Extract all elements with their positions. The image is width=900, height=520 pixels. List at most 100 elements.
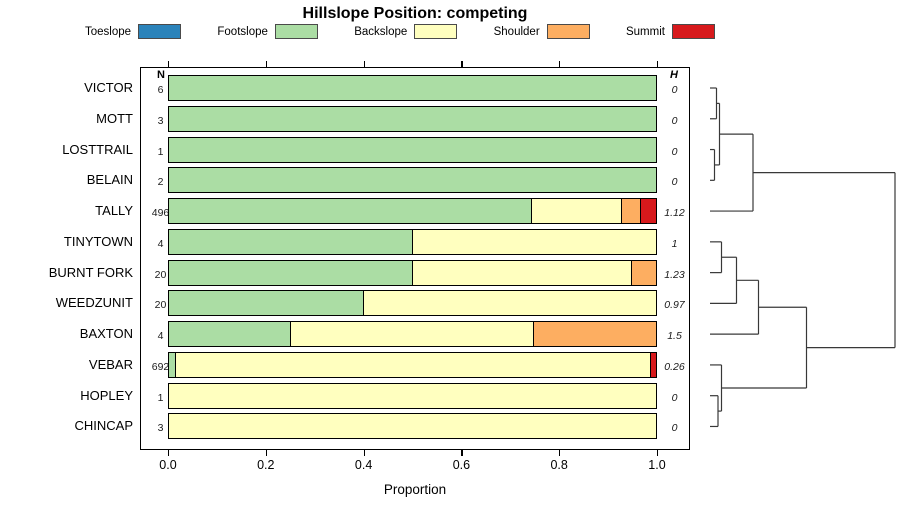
stacked-bar [168,382,657,409]
n-value: 692 [151,360,170,373]
stacked-bar [168,413,657,440]
x-tick-top [168,61,170,67]
row-label: TINYTOWN [63,233,133,249]
row-label: BAXTON [79,326,133,342]
bar-segment-shoulder [631,260,656,285]
x-tick-top [657,61,659,67]
bar-segment-footslope [169,260,413,285]
stacked-bar [168,105,657,132]
bar-segment-backslope [169,383,656,408]
x-tick-bottom [168,450,170,456]
n-value: 20 [154,299,167,312]
x-tick-top [265,61,268,67]
bar-segment-footslope [169,199,532,224]
stacked-bar [168,351,657,378]
bar-segment-summit [641,199,656,224]
x-tick-label: 0.2 [257,458,275,472]
bar-segment-backslope [412,229,656,254]
bar-segment-footslope [169,322,291,347]
x-tick-top [461,61,463,67]
h-column-header: H [670,69,678,81]
plot-frame [140,67,690,450]
legend: Toeslope Footslope Backslope Shoulder Summit [85,24,715,39]
legend-swatch [546,24,590,39]
x-tick-bottom [559,450,561,456]
x-tick-bottom [363,450,365,456]
n-value: 3 [157,114,164,127]
x-tick-top [559,61,561,67]
x-tick-label: 1.0 [648,458,666,472]
legend-item-backslope: Backslope [354,24,458,39]
legend-item-summit: Summit [626,24,715,39]
n-value: 3 [157,422,164,435]
x-tick-bottom [461,450,463,456]
row-label: CHINCAP [74,418,133,434]
stacked-bar [168,75,657,101]
h-value: 1.12 [664,207,685,220]
row-label: MOTT [96,110,133,126]
row-label: WEEDZUNIT [55,295,133,311]
bar-segment-footslope [169,352,177,377]
x-tick-bottom [657,450,659,456]
bar-segment-footslope [169,137,656,162]
h-value: 0 [671,114,678,127]
legend-label: Shoulder [493,25,540,38]
h-value: 0 [671,391,678,404]
x-axis-title: Proportion [383,482,447,497]
n-value: 496 [151,207,170,220]
bar-segment-footslope [169,106,656,131]
h-value: 0 [671,84,678,96]
stacked-bar [168,259,657,286]
bar-segment-backslope [531,199,622,224]
legend-swatch [671,24,715,39]
row-label: HOPLEY [80,387,133,403]
bar-segment-footslope [169,291,364,316]
bar-segment-footslope [169,76,656,100]
bar-segment-footslope [169,229,413,254]
bar-segment-backslope [412,260,632,285]
h-value: 0 [671,145,678,158]
legend-label: Footslope [217,25,268,38]
row-label: TALLY [95,203,133,219]
row-label: VICTOR [84,80,133,95]
x-tick-label: 0.8 [550,458,568,472]
h-value: 1 [671,237,678,250]
stacked-bar [168,136,657,163]
legend-swatch [414,24,458,39]
n-column-header: N [157,69,165,81]
stacked-bar [168,167,657,194]
h-value: 0.26 [664,360,685,373]
stacked-bar [168,290,657,317]
row-label: BELAIN [86,172,133,188]
bar-segment-backslope [169,414,656,439]
x-tick-label: 0.0 [159,458,177,472]
row-label: BURNT FORK [48,264,133,280]
h-value: 0.97 [664,299,685,312]
bar-segment-backslope [176,352,652,377]
bar-segment-backslope [290,322,535,347]
n-value: 2 [157,176,164,189]
x-tick-top [363,61,365,67]
h-value: 1.5 [667,330,682,343]
legend-item-toeslope: Toeslope [85,24,182,39]
legend-label: Summit [625,25,665,38]
bar-segment-shoulder [534,322,656,347]
x-tick-bottom [265,450,268,456]
legend-swatch [138,24,182,39]
row-label: LOSTTRAIL [62,141,133,157]
bar-segment-footslope [169,168,656,193]
n-value: 1 [157,391,164,404]
bar-segment-backslope [363,291,656,316]
n-value: 4 [157,237,164,250]
chart-title: Hillslope Position: competing [302,5,528,22]
n-value: 20 [154,268,167,281]
stacked-bar [168,198,657,225]
n-value: 6 [157,84,164,96]
legend-label: Backslope [354,25,408,38]
bar-segment-summit [651,352,656,377]
h-value: 0 [671,422,678,435]
legend-item-footslope: Footslope [217,24,318,39]
bar-segment-shoulder [621,199,642,224]
x-tick-label: 0.4 [354,458,373,472]
